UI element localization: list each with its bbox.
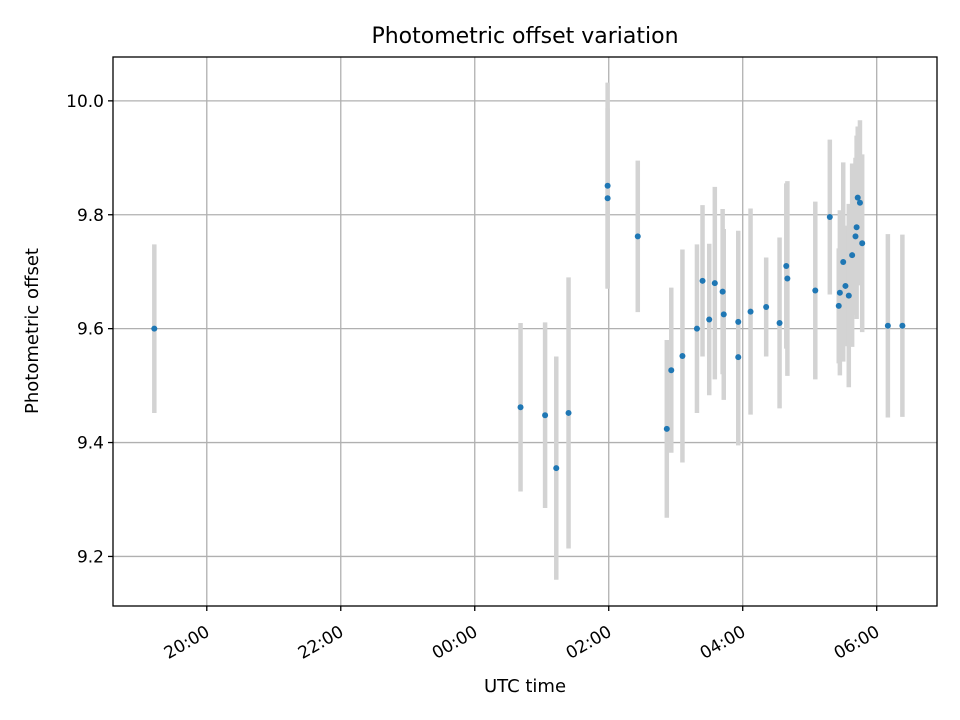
- data-point: [747, 308, 754, 315]
- y-tick-label: 9.8: [77, 206, 104, 226]
- data-point: [763, 304, 770, 311]
- data-point: [845, 292, 852, 299]
- data-point: [668, 367, 675, 374]
- data-layer: [151, 82, 906, 580]
- data-point: [899, 322, 906, 329]
- data-point: [604, 182, 611, 189]
- data-point: [812, 287, 819, 294]
- data-point: [884, 322, 891, 329]
- data-point: [776, 319, 783, 326]
- data-point: [735, 318, 742, 325]
- data-point: [735, 354, 742, 361]
- data-point: [634, 233, 641, 240]
- y-tick-label: 9.6: [77, 320, 104, 340]
- data-point: [840, 259, 847, 266]
- data-point: [859, 240, 866, 247]
- data-point: [553, 465, 560, 472]
- data-point: [719, 288, 726, 295]
- x-tick-label: 20:00: [161, 622, 213, 664]
- data-point: [151, 325, 158, 332]
- data-point: [842, 282, 849, 289]
- data-point: [784, 275, 791, 282]
- data-point: [854, 194, 861, 201]
- data-point: [856, 199, 863, 206]
- data-point: [853, 224, 860, 231]
- data-point: [852, 233, 859, 240]
- x-tick-label: 02:00: [563, 622, 615, 664]
- chart-title: Photometric offset variation: [371, 24, 678, 49]
- plot-frame: [112, 56, 938, 607]
- y-tick-label: 10.0: [66, 92, 104, 112]
- x-tick-label: 04:00: [697, 622, 749, 664]
- x-tick-label: 06:00: [831, 622, 883, 664]
- data-point: [826, 214, 833, 221]
- data-point: [706, 316, 713, 323]
- data-point: [517, 404, 524, 411]
- x-tick-label: 22:00: [295, 622, 347, 664]
- data-point: [663, 425, 670, 432]
- data-point: [783, 263, 790, 270]
- data-point: [835, 302, 842, 309]
- data-point: [836, 289, 843, 296]
- data-point: [711, 280, 718, 287]
- y-tick-label: 9.2: [77, 547, 104, 567]
- data-point: [720, 311, 727, 318]
- grid-layer: [113, 57, 937, 606]
- data-point: [849, 252, 856, 259]
- y-axis-label: Photometric offset: [22, 248, 43, 414]
- x-tick-label: 00:00: [429, 622, 481, 664]
- x-axis-label: UTC time: [484, 676, 566, 697]
- data-point: [693, 325, 700, 332]
- y-tick-label: 9.4: [77, 434, 104, 454]
- data-point: [565, 409, 572, 416]
- data-point: [679, 352, 686, 359]
- data-point: [604, 195, 611, 202]
- data-point: [542, 412, 549, 419]
- data-point: [699, 277, 706, 284]
